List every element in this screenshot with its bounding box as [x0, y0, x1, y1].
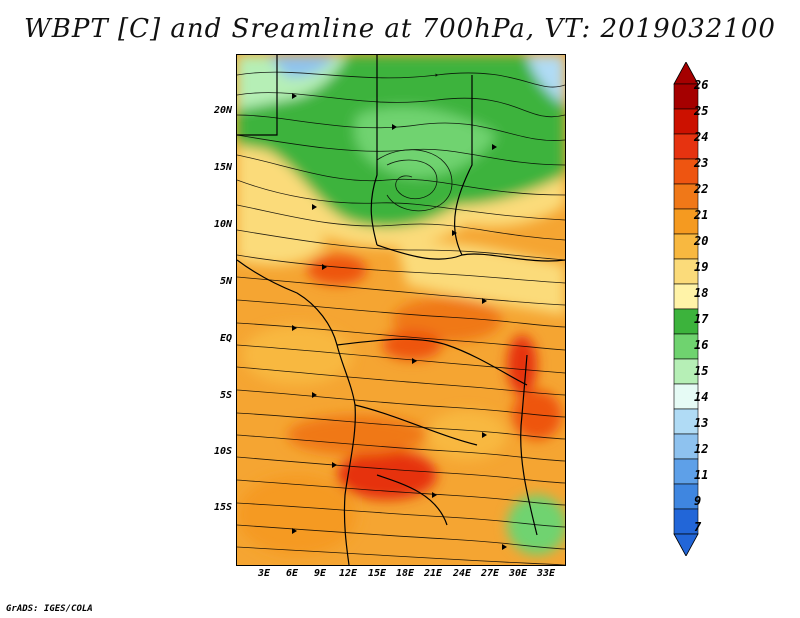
lon-label-21e: 21E: [423, 568, 443, 579]
chart-title: WBPT [C] and Sreamline at 700hPa, VT: 20…: [24, 14, 776, 44]
cb-label-11: 11: [694, 468, 709, 482]
lon-label-30e: 30E: [508, 568, 528, 579]
cb-label-16: 16: [694, 338, 709, 352]
colorbar: [673, 62, 699, 556]
lon-label-24e: 24E: [452, 568, 472, 579]
colorbar-bottom-arrow: [673, 533, 699, 556]
lat-label-15s: 15S: [213, 502, 232, 513]
lon-label-15e: 15E: [367, 568, 387, 579]
lat-label-eq: EQ: [219, 333, 232, 344]
lat-label-15n: 15N: [213, 162, 232, 173]
cb-label-12: 12: [694, 442, 709, 456]
cb-label-24: 24: [694, 130, 709, 144]
lon-label-6e: 6E: [285, 568, 299, 579]
colorbar-segment: [673, 408, 699, 435]
cb-label-14: 14: [694, 390, 709, 404]
colorbar-segment: [673, 133, 699, 160]
colorbar-segment: [673, 483, 699, 510]
cb-label-15: 15: [694, 364, 709, 378]
colorbar-segment: [673, 108, 699, 135]
cb-label-13: 13: [694, 416, 709, 430]
lat-label-10s: 10S: [213, 446, 232, 457]
wbpt-field: [237, 55, 565, 565]
colorbar-segment: [673, 308, 699, 335]
lon-label-18e: 18E: [395, 568, 415, 579]
cb-label-20: 20: [694, 234, 709, 248]
lat-label-20n: 20N: [213, 105, 232, 116]
cb-label-25: 25: [694, 104, 709, 118]
lon-label-12e: 12E: [338, 568, 358, 579]
lat-label-5s: 5S: [219, 390, 232, 401]
colorbar-segment: [673, 258, 699, 285]
cb-label-9: 9: [694, 494, 702, 508]
cb-label-17: 17: [694, 312, 709, 326]
cb-label-18: 18: [694, 286, 709, 300]
cb-label-7: 7: [694, 520, 702, 534]
lon-label-33e: 33E: [536, 568, 556, 579]
lon-label-9e: 9E: [313, 568, 327, 579]
cb-label-23: 23: [694, 156, 709, 170]
colorbar-segment: [673, 433, 699, 460]
cb-label-22: 22: [694, 182, 709, 196]
cb-label-21: 21: [694, 208, 709, 222]
colorbar-segment: [673, 158, 699, 185]
map-panel: [236, 54, 566, 566]
cb-label-26: 26: [694, 78, 709, 92]
lat-label-10n: 10N: [213, 219, 232, 230]
colorbar-segment: [673, 508, 699, 535]
cb-label-19: 19: [694, 260, 709, 274]
colorbar-segment: [673, 333, 699, 360]
colorbar-segment: [673, 358, 699, 385]
lon-label-3e: 3E: [257, 568, 271, 579]
lat-label-5n: 5N: [219, 276, 232, 287]
colorbar-segment: [673, 283, 699, 310]
grads-credit: GrADS: IGES/COLA: [6, 604, 93, 614]
lon-label-27e: 27E: [480, 568, 500, 579]
colorbar-segment: [673, 83, 699, 110]
